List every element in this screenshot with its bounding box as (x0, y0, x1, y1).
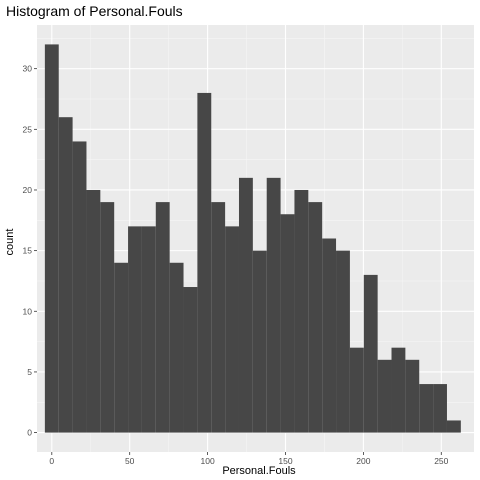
histogram-bar (391, 347, 406, 433)
chart-title: Histogram of Personal.Fouls (6, 3, 183, 19)
x-tick-label: 200 (356, 456, 370, 466)
histogram-bar (433, 384, 447, 433)
histogram-bars (44, 44, 461, 433)
y-tick-label: 20 (23, 185, 33, 195)
histogram-bar (169, 262, 184, 433)
y-tick-label: 15 (23, 246, 33, 256)
histogram-bar (405, 359, 420, 433)
histogram-bar (336, 250, 350, 433)
histogram-bar (419, 384, 434, 433)
histogram-bar (238, 177, 253, 433)
histogram-bar (280, 214, 295, 433)
histogram-bar (86, 189, 101, 433)
histogram-bar (308, 202, 323, 433)
histogram-bar (100, 202, 115, 433)
x-tick-label: 150 (278, 456, 292, 466)
histogram-bar (128, 226, 142, 433)
x-tick-label: 250 (434, 456, 448, 466)
histogram-bar (44, 44, 59, 433)
y-tick-label: 5 (27, 367, 32, 377)
x-axis-ticks: 0 50 100 150 200 250 (49, 452, 449, 466)
histogram-bar (266, 177, 281, 433)
x-tick-label: 50 (125, 456, 135, 466)
histogram-bar (72, 141, 87, 433)
histogram-bar (363, 274, 378, 433)
histogram-bar (225, 226, 239, 433)
histogram-bar (294, 189, 309, 433)
y-tick-label: 30 (23, 64, 33, 74)
histogram-bar (197, 92, 212, 433)
y-tick-label: 10 (23, 306, 33, 316)
histogram-bar (211, 202, 226, 433)
y-axis-ticks: 0 5 10 15 20 25 30 (23, 64, 37, 438)
histogram-bar (183, 287, 198, 433)
y-tick-label: 0 (27, 428, 32, 438)
x-tick-label: 100 (200, 456, 214, 466)
histogram-bar (114, 262, 129, 433)
histogram-bar (58, 117, 73, 433)
histogram-bar (322, 238, 337, 433)
y-tick-label: 25 (23, 124, 33, 134)
histogram-bar (446, 420, 461, 433)
y-axis-label: count (4, 229, 16, 256)
x-tick-label: 0 (49, 456, 54, 466)
histogram-bar (141, 226, 156, 433)
histogram-bar (252, 250, 267, 433)
histogram-bar (377, 359, 392, 433)
histogram-bar (155, 202, 170, 433)
histogram-bar (349, 347, 364, 433)
x-axis-label: Personal.Fouls (222, 465, 296, 477)
